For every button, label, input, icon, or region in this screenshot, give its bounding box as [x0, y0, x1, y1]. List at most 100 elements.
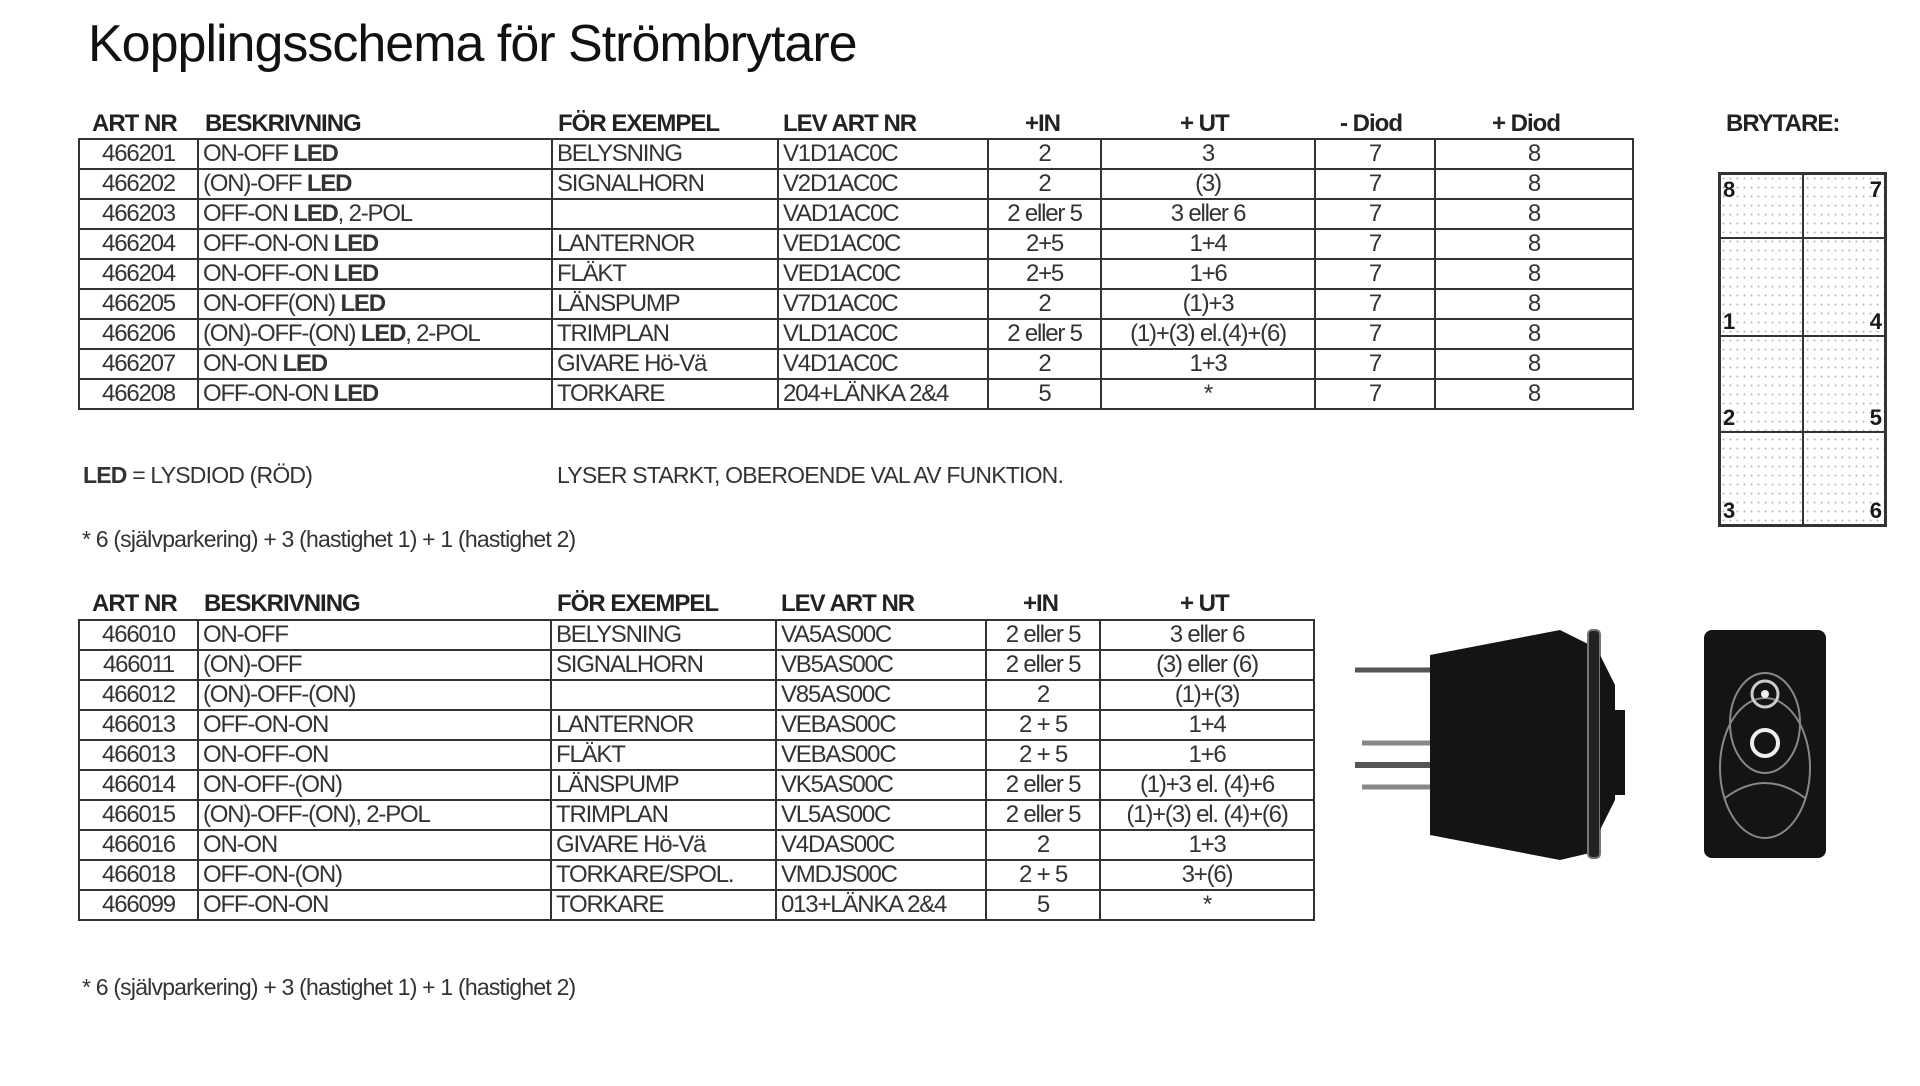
in-cell: 2 eller 5 [985, 769, 1101, 801]
ut-cell: 3 eller 6 [1100, 198, 1316, 230]
art-nr-cell: 466204 [78, 228, 199, 260]
art-nr-cell: 466014 [78, 769, 199, 801]
art-nr-cell: 466201 [78, 138, 199, 170]
example-cell: TRIMPLAN [551, 318, 779, 350]
description-cell: OFF-ON-ON LED [197, 378, 553, 410]
table-row: 466099 OFF-ON-ON TORKARE 013+LÄNKA 2&4 5 * [78, 889, 1315, 921]
led-marker: LED [306, 170, 353, 197]
led-marker: LED [293, 140, 339, 167]
table-row: 466012 (ON)-OFF-(ON) V85AS00C 2 (1)+(3) [78, 679, 1315, 711]
example-cell: FLÄKT [551, 258, 779, 290]
in-cell: 2 + 5 [985, 859, 1101, 891]
example-cell: TORKARE/SPOL. [550, 859, 777, 891]
description-cell: OFF-ON-ON LED [197, 228, 553, 260]
art-nr-cell: 466204 [78, 258, 199, 290]
lev-art-nr-cell: 013+LÄNKA 2&4 [775, 889, 987, 921]
example-cell: LÄNSPUMP [550, 769, 777, 801]
art-nr-cell: 466010 [78, 619, 199, 651]
art-nr-cell: 466202 [78, 168, 199, 200]
example-cell: GIVARE Hö-Vä [550, 829, 777, 861]
art-nr-cell: 466012 [78, 679, 199, 711]
lev-art-nr-cell: VL5AS00C [775, 799, 987, 831]
example-cell: LANTERNOR [550, 709, 777, 741]
example-cell: FLÄKT [550, 739, 777, 771]
col-art-nr: ART NR [92, 110, 178, 137]
example-cell: SIGNALHORN [551, 168, 779, 200]
led-marker: LED [333, 380, 380, 407]
col-for-exempel: FÖR EXEMPEL [558, 110, 720, 137]
description-cell: ON-OFF LED [197, 138, 553, 170]
diod-plus-cell: 8 [1434, 138, 1634, 170]
in-cell: 2 [985, 679, 1101, 711]
in-cell: 2 [987, 288, 1102, 320]
art-nr-cell: 466208 [78, 378, 199, 410]
table-row: 466014 ON-OFF-(ON) LÄNSPUMP VK5AS00C 2 eller… [78, 769, 1315, 801]
diod-minus-cell: 7 [1314, 168, 1436, 200]
art-nr-cell: 466013 [78, 709, 199, 741]
led-marker: LED [293, 200, 339, 227]
col-lev-art-nr: LEV ART NR [781, 590, 915, 617]
table-row: 466013 OFF-ON-ON LANTERNOR VEBAS00C 2 + 5 1+4 [78, 709, 1315, 741]
lev-art-nr-cell: V7D1AC0C [777, 288, 989, 320]
description-text: ON-OFF-ON [203, 260, 334, 287]
lev-art-nr-cell: V4D1AC0C [777, 348, 989, 380]
table-row: 466207 ON-ON LED GIVARE Hö-Vä V4D1AC0C 2 1+3 7… [78, 348, 1634, 380]
diod-plus-cell: 8 [1434, 348, 1634, 380]
art-nr-cell: 466205 [78, 288, 199, 320]
switch-side-view-illustration [1355, 629, 1625, 860]
in-cell: 2 [987, 168, 1102, 200]
col-ut: + UT [1180, 110, 1230, 137]
description-text: (ON)-OFF-(ON) [203, 320, 361, 347]
ut-cell: (3) [1100, 168, 1316, 200]
lev-art-nr-cell: V4DAS00C [775, 829, 987, 861]
ut-cell: * [1099, 889, 1315, 921]
art-nr-cell: 466203 [78, 198, 199, 230]
col-beskrivning: BESKRIVNING [204, 590, 361, 617]
pin-label: 8 [1723, 177, 1736, 202]
art-nr-cell: 466206 [78, 318, 199, 350]
in-cell: 2 eller 5 [987, 198, 1102, 230]
description-text: ON-OFF(ON) [203, 290, 341, 317]
ut-cell: (1)+(3) [1099, 679, 1315, 711]
col-in: +IN [1025, 110, 1061, 137]
description-cell: OFF-ON LED, 2-POL [197, 198, 553, 230]
ut-cell: (1)+(3) el. (4)+(6) [1099, 799, 1315, 831]
description-cell: ON-ON [197, 829, 552, 861]
description-suffix: , 2-POL [337, 200, 414, 227]
lev-art-nr-cell: VB5AS00C [775, 649, 987, 681]
in-cell: 2 + 5 [985, 739, 1101, 771]
pin-label: 3 [1723, 498, 1736, 523]
lev-art-nr-cell: V2D1AC0C [777, 168, 989, 200]
page-title: Kopplingsschema för Strömbrytare [88, 15, 858, 73]
art-nr-cell: 466016 [78, 829, 199, 861]
col-for-exempel: FÖR EXEMPEL [557, 590, 719, 617]
led-marker: LED [333, 230, 380, 257]
description-cell: (ON)-OFF-(ON) LED, 2-POL [197, 318, 553, 350]
lev-art-nr-cell: VED1AC0C [777, 258, 989, 290]
in-cell: 5 [987, 378, 1102, 410]
pin-cell: 2 [1720, 336, 1803, 432]
diod-minus-cell: 7 [1314, 318, 1436, 350]
col-in: +IN [1023, 590, 1059, 617]
ut-cell: 1+6 [1100, 258, 1316, 290]
art-nr-cell: 466013 [78, 739, 199, 771]
diod-plus-cell: 8 [1434, 198, 1634, 230]
description-cell: (ON)-OFF [197, 649, 552, 681]
col-ut: + UT [1180, 590, 1230, 617]
in-cell: 2+5 [987, 228, 1102, 260]
lev-art-nr-cell: VED1AC0C [777, 228, 989, 260]
art-nr-cell: 466015 [78, 799, 199, 831]
pin-label: 7 [1869, 177, 1882, 202]
pin-cell: 5 [1802, 336, 1885, 432]
table-row: 466011 (ON)-OFF SIGNALHORN VB5AS00C 2 eller … [78, 649, 1315, 681]
example-cell: GIVARE Hö-Vä [551, 348, 779, 380]
description-cell: ON-OFF-ON LED [197, 258, 553, 290]
description-cell: OFF-ON-(ON) [197, 859, 552, 891]
col-diod-minus: - Diod [1340, 110, 1403, 137]
col-lev-art-nr: LEV ART NR [783, 110, 917, 137]
in-cell: 2 [987, 348, 1102, 380]
in-cell: 2 eller 5 [985, 799, 1101, 831]
ut-cell: 1+4 [1100, 228, 1316, 260]
diod-plus-cell: 8 [1434, 288, 1634, 320]
pin-label: 1 [1723, 309, 1736, 334]
